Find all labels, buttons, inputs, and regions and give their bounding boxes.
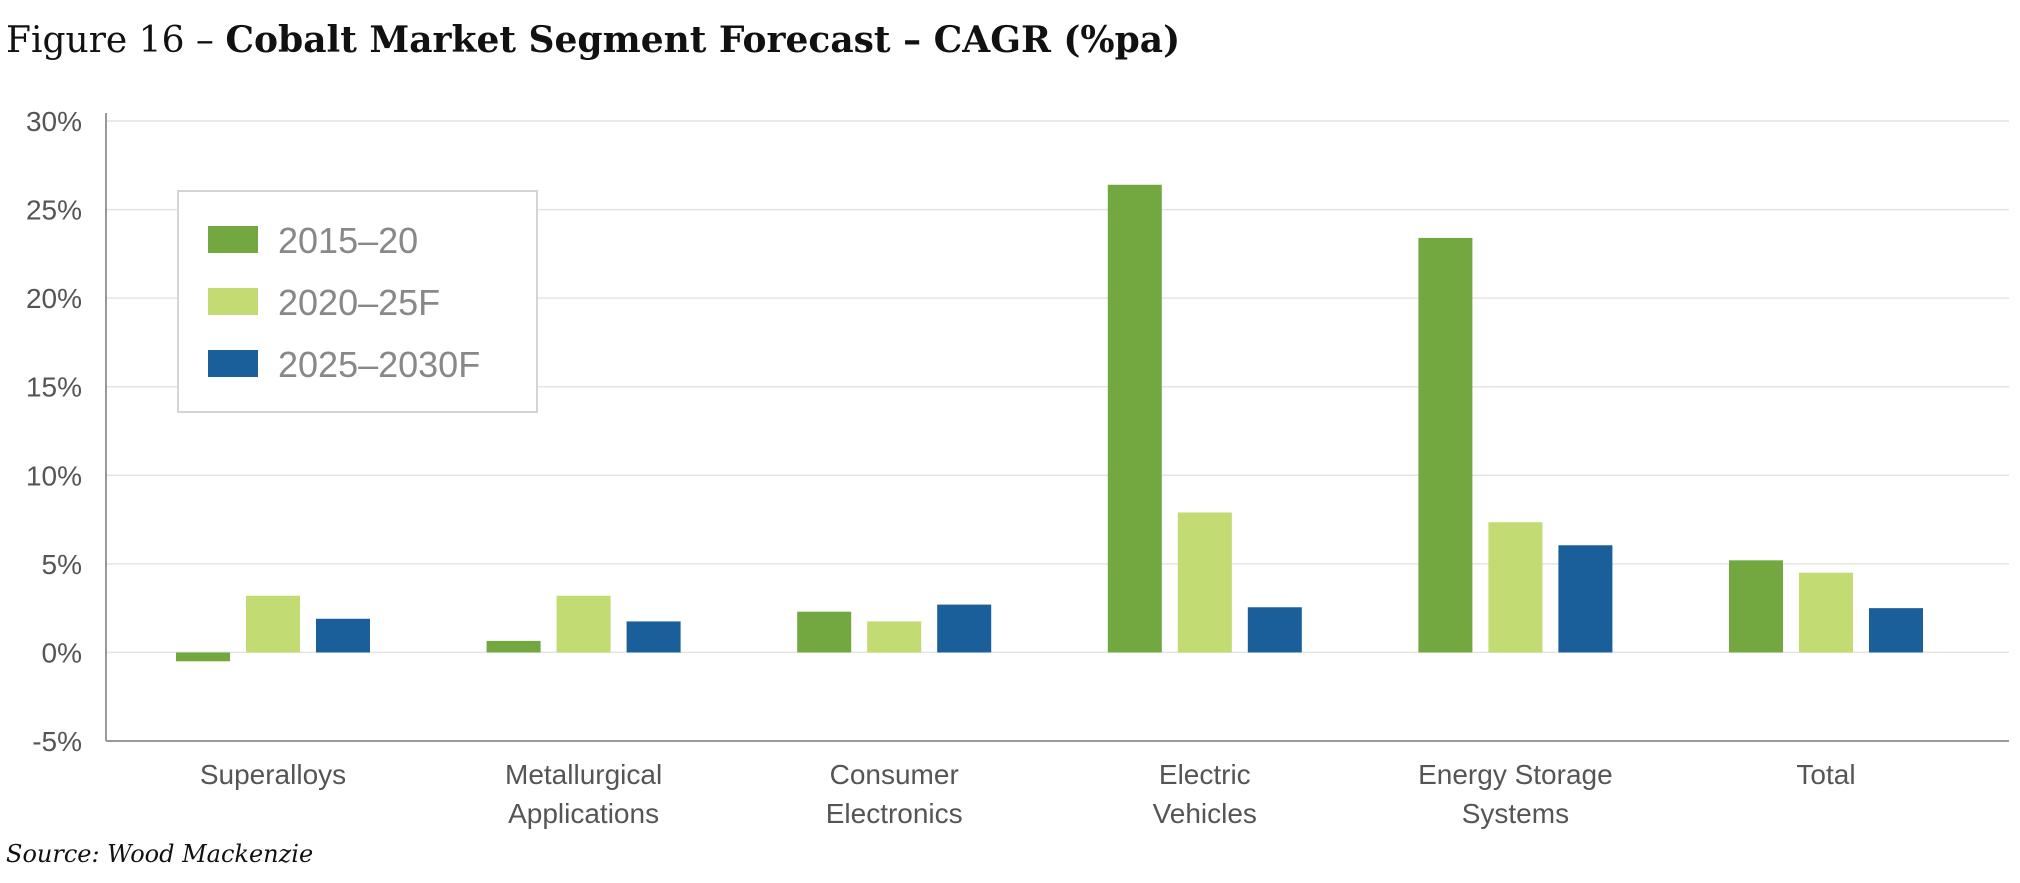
y-tick-label: 30% <box>26 106 82 137</box>
x-category-label: Electronics <box>826 798 963 829</box>
bar-2020-25F <box>1488 522 1543 653</box>
legend-swatch <box>208 226 258 253</box>
bar-2025-2030F <box>1247 607 1302 653</box>
x-category-label: Metallurgical <box>505 759 662 790</box>
bar-2015-20 <box>1729 560 1783 653</box>
legend-label: 2015–20 <box>278 220 418 261</box>
bar-2025-2030F <box>626 621 681 653</box>
y-tick-label: -5% <box>32 726 82 757</box>
legend-label: 2020–25F <box>278 282 440 323</box>
bar-2015-20 <box>797 611 852 653</box>
x-category-label: Superalloys <box>200 759 346 790</box>
x-category-label: Electric <box>1159 759 1251 790</box>
y-tick-label: 15% <box>26 372 82 403</box>
legend-label: 2025–2030F <box>278 344 480 385</box>
y-tick-label: 5% <box>42 549 82 580</box>
y-tick-label: 20% <box>26 283 82 314</box>
x-category-label: Systems <box>1462 798 1569 829</box>
y-tick-label: 0% <box>42 637 82 668</box>
bar-2025-2030F <box>1869 608 1923 653</box>
bar-2020-25F <box>867 621 922 653</box>
bar-2025-2030F <box>316 618 370 653</box>
bar-2015-20 <box>1418 237 1473 653</box>
bar-2015-20 <box>486 640 541 653</box>
x-category-label: Energy Storage <box>1418 759 1613 790</box>
bar-2015-20 <box>1107 184 1162 653</box>
x-category-label: Consumer <box>830 759 959 790</box>
x-category-label: Total <box>1796 759 1855 790</box>
x-category-label: Applications <box>508 798 659 829</box>
source-note: Source: Wood Mackenzie <box>6 840 313 868</box>
bar-2020-25F <box>246 595 300 653</box>
legend-swatch <box>208 350 258 377</box>
bar-2015-20 <box>176 652 230 662</box>
bar-2020-25F <box>1177 512 1232 653</box>
y-tick-label: 10% <box>26 460 82 491</box>
bar-2025-2030F <box>1558 545 1613 653</box>
bar-2020-25F <box>556 595 611 653</box>
chart-title: Figure 16 – Cobalt Market Segment Foreca… <box>6 19 1180 61</box>
legend-swatch <box>208 288 258 315</box>
bar-2025-2030F <box>937 604 992 653</box>
bar-2020-25F <box>1799 572 1853 653</box>
y-tick-label: 25% <box>26 195 82 226</box>
x-category-label: Vehicles <box>1153 798 1257 829</box>
